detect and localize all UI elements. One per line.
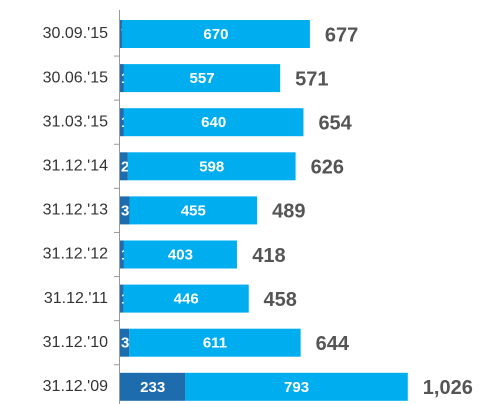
bar-segment [120, 284, 124, 313]
bar-segment [123, 108, 304, 137]
bar-segment [185, 372, 408, 401]
segment-label: 455 [181, 202, 206, 219]
bar-segment [120, 196, 130, 225]
bar-segment [120, 240, 124, 269]
segment-label: 793 [284, 379, 309, 396]
bar-segment [127, 152, 296, 181]
total-label: 626 [311, 157, 344, 179]
total-label: 644 [316, 333, 350, 355]
bar-segment [123, 284, 249, 313]
category-label: 31.12.'12 [43, 246, 108, 263]
segment-label: 557 [190, 70, 215, 87]
total-label: 458 [263, 289, 296, 311]
bar-segment [129, 196, 258, 225]
bar-segment [120, 108, 124, 137]
category-label: 30.09.'15 [43, 25, 108, 42]
total-label: 418 [252, 245, 285, 267]
bar-segment [120, 64, 124, 93]
bar-segment [129, 328, 301, 357]
bar-segment [120, 20, 122, 48]
bar-segment [120, 372, 186, 401]
bar-segment [121, 20, 310, 48]
category-label: 31.12.'09 [43, 378, 108, 395]
category-label: 31.12.'13 [43, 202, 108, 219]
category-label: 30.06.'15 [43, 69, 108, 86]
category-label: 31.12.'10 [43, 334, 108, 351]
total-label: 1,026 [423, 377, 473, 399]
total-label: 677 [325, 24, 358, 46]
segment-label: 611 [203, 335, 227, 352]
segment-label: 446 [174, 291, 199, 308]
bar-segment [120, 152, 128, 181]
segment-label: 640 [201, 114, 226, 131]
segment-label: 670 [203, 26, 228, 43]
total-label: 571 [295, 68, 328, 90]
segment-label: 403 [168, 246, 193, 263]
category-label: 31.03.'15 [43, 113, 108, 130]
bar-segment [123, 240, 237, 269]
category-label: 31.12.'14 [43, 158, 108, 175]
bar-segment [120, 328, 130, 357]
total-label: 489 [272, 201, 305, 223]
bar-segment [123, 64, 281, 93]
segment-label: 233 [140, 379, 165, 396]
category-label: 31.12.'11 [44, 290, 108, 307]
segment-label: 598 [199, 158, 224, 175]
total-label: 654 [318, 112, 352, 134]
